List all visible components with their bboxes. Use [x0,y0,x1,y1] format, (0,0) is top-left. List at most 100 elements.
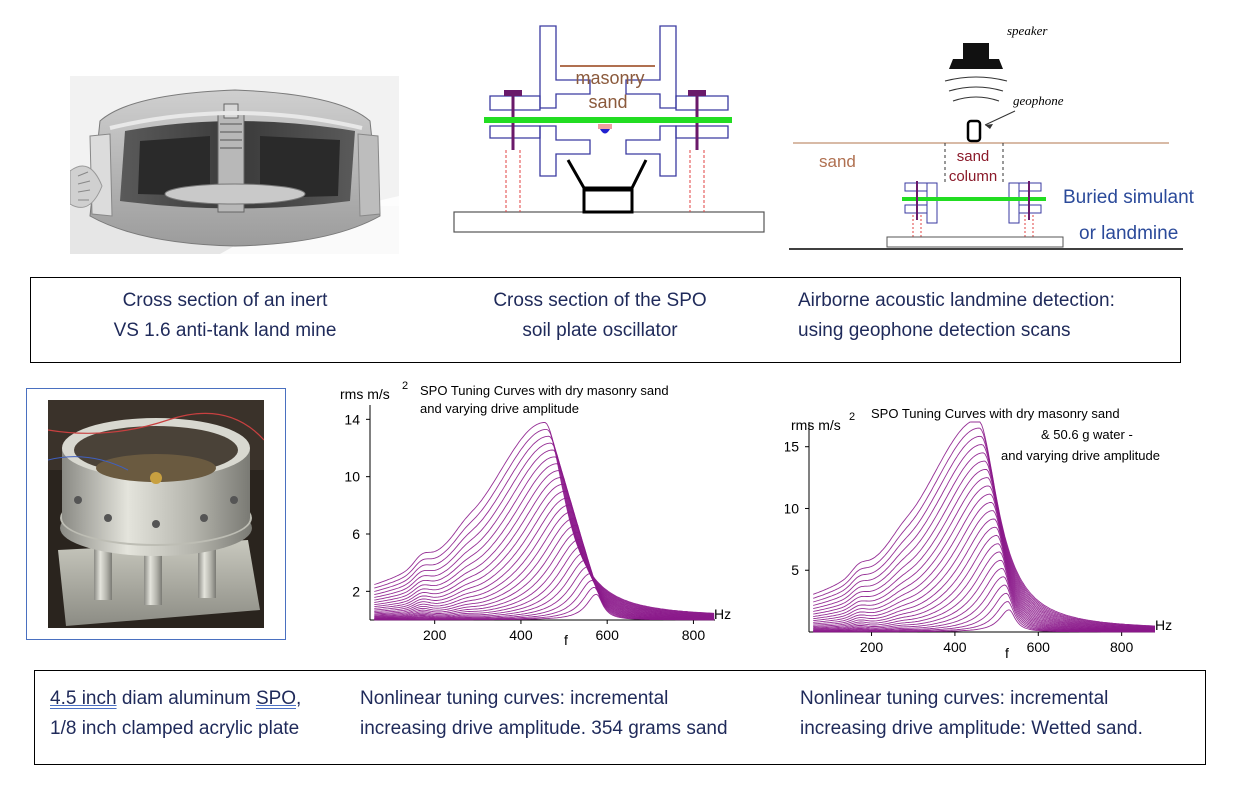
caption-mine-line2: VS 1.6 anti-tank land mine [113,320,337,341]
chart1-xlabel: f [564,632,568,648]
chart1-series-line [374,449,715,616]
caption-photo-line2: 1/8 inch clamped acrylic plate [50,718,300,739]
chart2-ylabel: rms m/s [791,417,841,433]
caption-chart1: Nonlinear tuning curves: incremental inc… [360,684,780,744]
chart2-series-line [813,534,1155,631]
caption-photo: 4.5 inch diam aluminum SPO, 1/8 inch cla… [50,684,350,744]
chart1-curves [374,422,715,621]
chart2-title-line1: SPO Tuning Curves with dry masonry sand [871,406,1120,421]
chart2-series-line [813,485,1155,630]
chart1-series-line [374,463,715,616]
label-speaker: speaker [1007,23,1048,38]
chart1-x-tick-label: 600 [596,627,620,643]
chart1-series-line [374,435,715,615]
chart2-series-line [813,427,1155,627]
chart1-axes: 200 400 600 800 2 6 10 14 [344,405,715,643]
chart1-title-line2: and varying drive amplitude [420,401,579,416]
chart1-ylabel: rms m/s [340,386,390,402]
spo-label-masonry: masonry [575,68,644,88]
chart1-series-line [374,490,715,618]
bottom-caption-box [34,670,1206,765]
caption-chart2-line1: Nonlinear tuning curves: incremental [800,688,1109,709]
label-buried-2: or landmine [1079,223,1178,244]
chart1-x-tick-label: 800 [682,627,706,643]
chart1-container: rms m/s 2 SPO Tuning Curves with dry mas… [330,375,740,655]
spo-photo-frame [26,388,286,640]
chart2-title-line3: and varying drive amplitude [1001,448,1160,463]
chart1-series-line [374,428,715,615]
caption-chart1-line2: increasing drive amplitude. 354 grams sa… [360,718,728,739]
chart2-title-line2: & 50.6 g water - [1041,427,1133,442]
spo-photo [48,400,264,628]
chart1-series-line [374,504,715,618]
chart1-x-tick-label: 200 [423,627,447,643]
chart2-axes: 200 400 600 800 5 10 15 [783,422,1155,655]
chart2-curves [813,421,1156,633]
caption-spo-line1: Cross section of the SPO [493,290,707,311]
label-buried-1: Buried simulant [1063,187,1195,208]
chart1-y-tick-label: 2 [352,583,360,599]
chart1-x-tick-label: 400 [509,627,533,643]
chart2-series-line [813,421,1155,627]
caption-photo-size: 4.5 inch [50,688,117,709]
chart2-series-line [813,477,1155,629]
chart1-series-line [374,518,715,619]
caption-photo-spo: SPO, [255,688,302,709]
chart1-series-line [374,422,715,614]
chart2-series-line [813,435,1155,628]
chart2-xlabel: f [1005,645,1009,661]
chart1-y-tick-label: 6 [352,526,360,542]
chart1-y-tick-label: 14 [344,411,360,427]
label-sand-column-2: column [949,168,997,185]
chart1-ylabel-sup: 2 [402,380,408,392]
caption-spo-line2: soil plate oscillator [522,320,678,341]
caption-mine-line1: Cross section of an inert [122,290,328,311]
chart1-series-line [374,442,715,615]
chart1: rms m/s 2 SPO Tuning Curves with dry mas… [340,380,731,648]
chart2-xunit: Hz [1155,617,1172,633]
chart1-y-tick-label: 10 [344,469,360,485]
top-caption-box [30,277,1181,363]
chart1-series-line [374,477,715,617]
chart1-series-line [374,470,715,617]
chart2-series-line [813,501,1155,630]
caption-chart2-line2: increasing drive amplitude: Wetted sand. [800,718,1143,739]
chart2-series-line [813,460,1155,629]
caption-chart2: Nonlinear tuning curves: incremental inc… [800,684,1200,744]
caption-acoustic-line2: using geophone detection scans [798,320,1071,341]
label-geophone: geophone [1013,93,1064,108]
chart2-x-tick-label: 800 [1110,639,1134,655]
chart1-title-line1: SPO Tuning Curves with dry masonry sand [420,383,669,398]
chart2-container: rms m/s 2 SPO Tuning Curves with dry mas… [783,400,1225,665]
chart2-x-tick-label: 400 [943,639,967,655]
chart1-xunit: Hz [714,606,731,622]
chart1-series-line [374,531,715,619]
chart2: rms m/s 2 SPO Tuning Curves with dry mas… [783,406,1172,661]
chart2-x-tick-label: 600 [1027,639,1051,655]
caption-photo-line1: 4.5 inch diam aluminum SPO, [50,684,350,714]
chart2-y-tick-label: 15 [785,439,799,455]
chart2-series-line [813,468,1156,629]
caption-spo: Cross section of the SPO soil plate osci… [430,286,770,346]
caption-photo-diam: diam aluminum [116,688,256,709]
chart1-series-line [374,456,715,616]
chart2-series-line [813,510,1156,631]
chart1-series-line [374,497,715,618]
chart2-x-tick-label: 200 [860,639,884,655]
caption-acoustic-line1: Airborne acoustic landmine detection: [798,290,1115,311]
label-sand-column-1: sand [957,148,990,165]
chart1-series-line [374,483,715,617]
chart2-series-line [813,452,1156,628]
chart2-y-tick-label: 10 [785,500,799,516]
chart2-series-line [813,444,1155,628]
spo-label-sand: sand [588,92,627,112]
chart2-y-tick-label: 5 [791,562,799,578]
caption-chart1-line1: Nonlinear tuning curves: incremental [360,688,669,709]
caption-acoustic: Airborne acoustic landmine detection: us… [798,286,1168,346]
chart2-ylabel-sup: 2 [849,411,855,423]
label-sand: sand [819,152,856,171]
acoustic-detection-diagram: speaker geophone sand sand column Buried… [785,15,1225,255]
chart2-series-line [813,493,1155,630]
mine-cross-section-photo [69,76,399,254]
spo-cross-section-diagram: masonry sand [450,20,770,240]
